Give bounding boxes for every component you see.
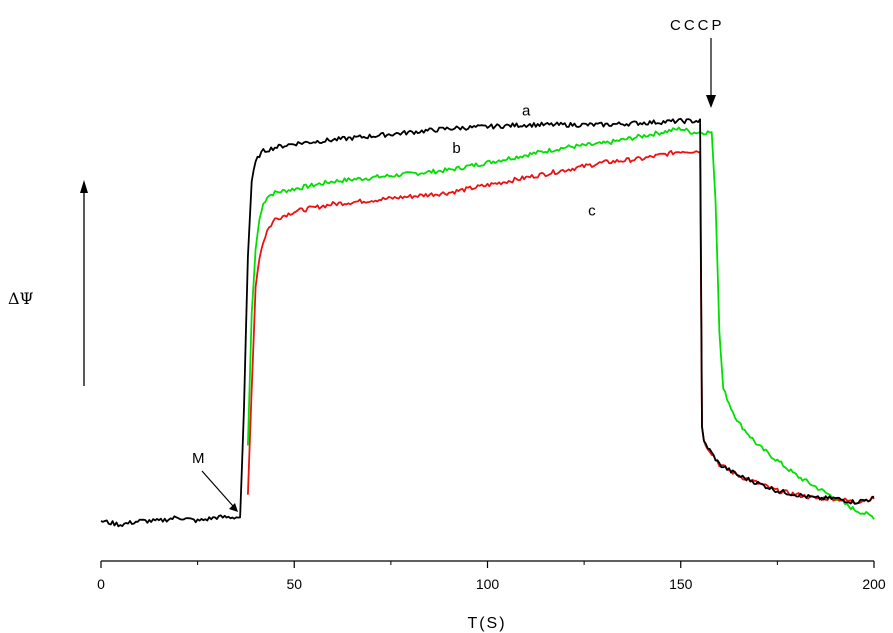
x-tick-label: 200 — [862, 576, 886, 592]
axes: 0 50 100 150 200 — [97, 560, 886, 592]
series-label-c: c — [588, 202, 596, 219]
mito-addition-marker: M — [192, 450, 238, 512]
x-tick-label: 50 — [286, 576, 302, 592]
y-axis-title: ΔΨ — [8, 289, 34, 308]
y-axis-arrow — [80, 180, 88, 386]
x-axis-title: T(S) — [467, 615, 506, 632]
cccp-addition-marker: CCCP — [670, 17, 725, 108]
series-line-c — [247, 150, 875, 505]
x-tick-label: 150 — [669, 576, 693, 592]
series-line-a — [100, 117, 875, 528]
series-label-a: a — [522, 102, 531, 119]
cccp-label: CCCP — [670, 17, 725, 34]
mito-label: M — [192, 450, 205, 467]
series-line-b — [247, 126, 875, 520]
series-layer: a b c — [100, 102, 875, 528]
x-tick-label: 0 — [97, 576, 105, 592]
series-label-b: b — [452, 140, 460, 157]
x-tick-label: 100 — [476, 576, 500, 592]
